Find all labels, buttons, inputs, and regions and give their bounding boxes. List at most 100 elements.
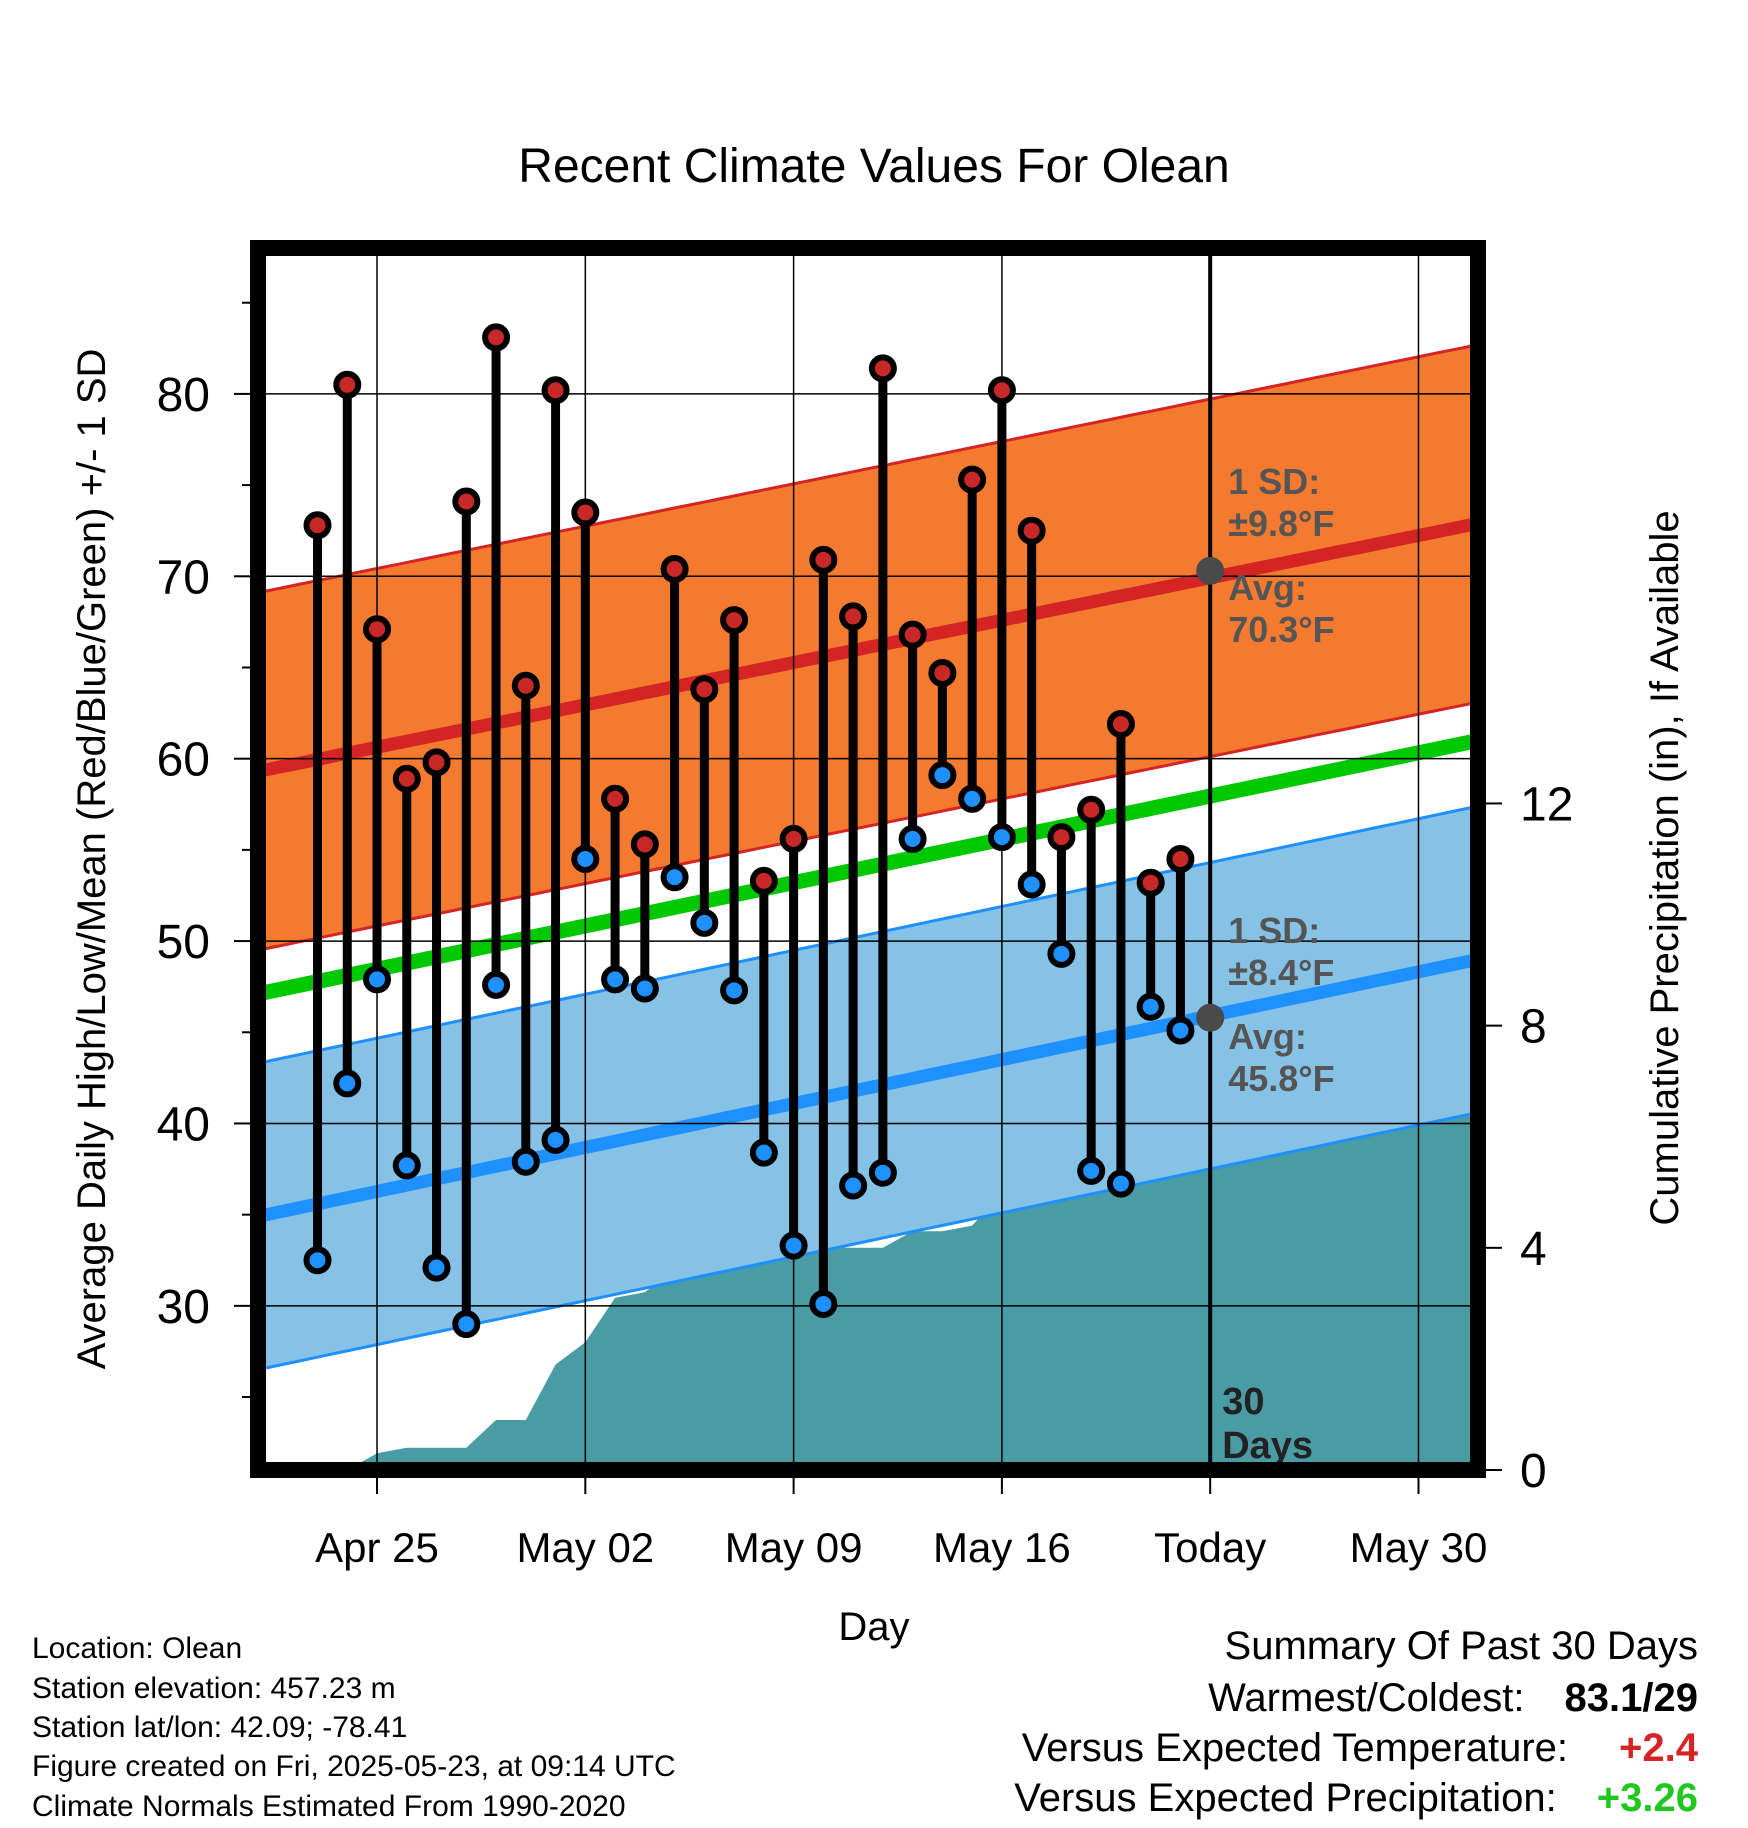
summary-precip-label: Versus Expected Precipitation: <box>1014 1776 1557 1820</box>
high-point <box>1106 710 1135 739</box>
summary-precip-row: Versus Expected Precipitation: +3.26 <box>1014 1778 1698 1818</box>
x-tick-label: May 09 <box>725 1524 863 1571</box>
footer-latlon: Station lat/lon: 42.09; -78.41 <box>32 1711 408 1744</box>
low-point <box>541 1125 570 1154</box>
low-point <box>571 845 600 873</box>
high-point <box>868 354 897 383</box>
y-right-tick-label: 0 <box>1520 1445 1547 1498</box>
summary-warm-cold-value: 83.1/29 <box>1564 1676 1698 1720</box>
high-avg-value: 70.3°F <box>1228 609 1334 650</box>
low-point <box>898 824 927 853</box>
precip-area <box>317 1103 1478 1470</box>
low-sd-value: ±8.4°F <box>1228 952 1334 993</box>
summary-warm-cold-label: Warmest/Coldest: <box>1208 1676 1525 1720</box>
high-point <box>333 370 362 399</box>
y-right-tick-label: 8 <box>1520 1001 1547 1054</box>
low-point <box>482 970 511 999</box>
footer-created: Figure created on Fri, 2025-05-23, at 09… <box>32 1750 676 1783</box>
x-tick-label: Apr 25 <box>315 1524 439 1571</box>
low-point <box>720 976 749 1005</box>
high-point <box>779 824 808 853</box>
high-point <box>363 615 392 644</box>
high-point <box>1136 868 1165 897</box>
high-point <box>898 620 927 649</box>
high-point <box>749 866 778 895</box>
summary-temp-label: Versus Expected Temperature: <box>1021 1726 1568 1770</box>
low-point <box>363 965 392 994</box>
y-left-tick-label: 30 <box>157 1281 210 1334</box>
chart-title: Recent Climate Values For Olean <box>518 140 1229 193</box>
low-point <box>392 1151 421 1180</box>
high-point <box>630 830 659 859</box>
low-point <box>809 1290 838 1319</box>
low-point <box>928 761 957 790</box>
low-point <box>511 1147 540 1176</box>
low-point <box>779 1231 808 1260</box>
low-point <box>690 908 719 937</box>
x-tick-label: Today <box>1154 1524 1266 1571</box>
high-avg-marker <box>1196 556 1225 585</box>
low-point <box>868 1158 897 1187</box>
x-tick-label: May 16 <box>933 1524 1071 1571</box>
high-point <box>541 376 570 405</box>
high-point <box>839 602 868 631</box>
low-point <box>1017 870 1046 899</box>
low-point <box>1106 1169 1135 1198</box>
high-band-lower <box>258 700 1478 952</box>
low-band-upper <box>258 804 1478 1065</box>
high-normal-line <box>258 517 1478 778</box>
low-normal-line <box>258 952 1478 1223</box>
high-point <box>1047 823 1076 852</box>
low-avg-label: Avg: <box>1228 1016 1307 1057</box>
summary-title: Summary Of Past 30 Days <box>1224 1624 1698 1668</box>
high-point <box>987 376 1016 405</box>
summary-temp-row: Versus Expected Temperature: +2.4 <box>1022 1728 1698 1768</box>
plot-area <box>258 248 1478 1470</box>
high-point <box>571 498 600 527</box>
summary-temp-value: +2.4 <box>1619 1726 1698 1770</box>
high-avg-label: Avg: <box>1228 567 1307 608</box>
high-point <box>809 545 838 574</box>
today-days-word: Days <box>1222 1425 1313 1467</box>
low-avg-marker <box>1196 1003 1225 1032</box>
low-sd-label: 1 SD: <box>1228 910 1320 951</box>
high-point <box>958 465 987 494</box>
high-band-upper <box>258 343 1478 595</box>
y-left-tick-label: 40 <box>157 1098 210 1151</box>
high-sd-label: 1 SD: <box>1228 461 1320 502</box>
high-point <box>422 748 451 777</box>
low-point <box>839 1171 868 1200</box>
x-axis-label: Day <box>838 1605 909 1649</box>
high-sd-value: ±9.8°F <box>1228 503 1334 544</box>
high-point <box>660 555 689 584</box>
mean-normal-line <box>258 733 1478 1002</box>
footer-normals: Climate Normals Estimated From 1990-2020 <box>32 1790 626 1823</box>
high-point <box>511 671 540 700</box>
plot-frame <box>250 240 1486 1478</box>
summary-precip-value: +3.26 <box>1596 1776 1698 1820</box>
low-point <box>601 965 630 994</box>
y-left-tick-label: 70 <box>157 551 210 604</box>
high-point <box>482 323 511 352</box>
low-point <box>1077 1156 1106 1185</box>
y-right-tick-label: 12 <box>1520 778 1573 831</box>
low-point <box>1047 939 1076 968</box>
high-point <box>601 784 630 813</box>
footer-location: Location: Olean <box>32 1632 243 1665</box>
high-point <box>690 675 719 704</box>
low-point <box>303 1246 332 1275</box>
low-point <box>660 863 689 892</box>
low-point <box>987 823 1016 852</box>
footer-elevation: Station elevation: 457.23 m <box>32 1672 396 1705</box>
y-left-tick-label: 60 <box>157 734 210 787</box>
x-tick-label: May 30 <box>1350 1524 1488 1571</box>
low-point <box>749 1138 778 1167</box>
low-point <box>422 1253 451 1282</box>
high-point <box>928 658 957 687</box>
low-point <box>452 1310 481 1339</box>
y-left-tick-label: 80 <box>157 369 210 422</box>
today-days-number: 30 <box>1222 1381 1264 1423</box>
summary-warm-cold-row: Warmest/Coldest: 83.1/29 <box>1208 1678 1698 1718</box>
y-left-axis-label: Average Daily High/Low/Mean (Red/Blue/Gr… <box>70 349 114 1370</box>
